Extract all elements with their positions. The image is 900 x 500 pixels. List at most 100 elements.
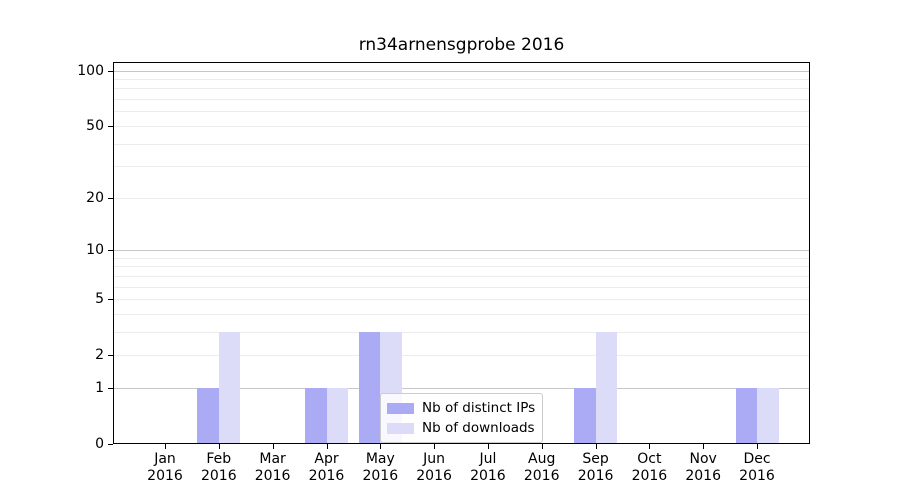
x-tick-year: 2016	[685, 468, 721, 484]
x-tick-year: 2016	[200, 468, 237, 484]
x-tick-label: Jun 2016	[402, 451, 466, 485]
y-tick-mark	[108, 125, 113, 127]
x-tick-year: 2016	[362, 468, 399, 484]
y-tick-mark	[108, 299, 113, 300]
legend-label: Nb of downloads	[422, 420, 535, 436]
x-tick-mark	[326, 444, 328, 449]
x-tick-label: Oct 2016	[617, 451, 681, 485]
bar-downloads-dec	[757, 387, 779, 444]
minor-gridline	[114, 143, 809, 145]
x-tick-mark	[757, 444, 758, 449]
x-tick-month: Mar	[259, 451, 286, 467]
minor-gridline	[114, 99, 809, 101]
x-tick-year: 2016	[147, 468, 183, 484]
minor-gridline	[114, 125, 809, 127]
x-tick-mark	[487, 444, 489, 449]
y-tick-mark	[108, 70, 113, 72]
x-tick-month: Feb	[206, 451, 232, 467]
x-tick-month: Sep	[582, 451, 609, 467]
y-tick-label: 2	[95, 347, 104, 364]
y-tick-label: 20	[86, 189, 104, 206]
x-tick-year: 2016	[631, 468, 668, 484]
x-tick-year: 2016	[308, 468, 345, 484]
x-tick-label: Nov 2016	[671, 451, 735, 485]
y-tick-label: 10	[86, 242, 104, 258]
y-tick-label: 0	[95, 436, 104, 452]
minor-gridline	[114, 197, 809, 199]
minor-gridline	[114, 257, 809, 259]
plot-area-frame	[113, 62, 810, 444]
x-tick-label: Sep 2016	[564, 451, 628, 485]
x-tick-year: 2016	[470, 468, 506, 484]
y-tick-label: 50	[86, 117, 104, 134]
minor-gridline	[114, 313, 809, 315]
x-tick-mark	[165, 444, 166, 449]
minor-gridline	[114, 355, 809, 357]
x-tick-label: Feb 2016	[187, 451, 251, 485]
minor-gridline	[114, 79, 809, 80]
legend-swatch	[387, 402, 414, 414]
legend-swatch	[387, 422, 414, 434]
bar-downloads-apr	[326, 387, 348, 444]
y-tick-mark	[108, 444, 113, 445]
x-tick-month: Apr	[314, 451, 339, 467]
x-tick-month: Oct	[637, 451, 662, 467]
x-tick-month: May	[365, 451, 395, 467]
legend-row: Nb of distinct IPs	[387, 400, 536, 416]
x-tick-label: Jul 2016	[456, 451, 520, 485]
x-tick-label: Jan 2016	[133, 451, 197, 485]
y-tick-mark	[108, 197, 113, 199]
minor-gridline	[114, 286, 809, 288]
minor-gridline	[114, 331, 809, 333]
y-tick-label: 5	[95, 291, 104, 307]
x-tick-month: Jun	[423, 451, 446, 467]
x-tick-mark	[272, 444, 274, 449]
x-tick-month: Aug	[528, 451, 556, 467]
minor-gridline	[114, 111, 809, 113]
x-tick-year: 2016	[416, 468, 452, 484]
legend: Nb of distinct IPs Nb of downloads	[380, 393, 543, 443]
x-tick-year: 2016	[577, 468, 614, 484]
x-tick-month: Nov	[689, 451, 717, 467]
bar-distinct-ips-apr	[305, 387, 327, 444]
bar-downloads-feb	[218, 331, 241, 444]
x-tick-label: Apr 2016	[295, 451, 359, 485]
x-tick-mark	[595, 444, 597, 449]
minor-gridline	[114, 166, 809, 168]
y-tick-mark	[108, 355, 113, 357]
bar-distinct-ips-may	[358, 331, 381, 444]
bar-distinct-ips-feb	[197, 387, 219, 444]
chart-title: rn34arnensgprobe 2016	[358, 35, 565, 55]
x-tick-mark	[541, 444, 543, 449]
x-tick-mark	[218, 444, 220, 449]
x-tick-mark	[380, 444, 382, 449]
legend-row: Nb of downloads	[387, 420, 535, 436]
x-tick-label: Mar 2016	[241, 451, 305, 485]
x-tick-year: 2016	[523, 468, 560, 484]
legend-label: Nb of distinct IPs	[422, 400, 536, 416]
x-tick-label: May 2016	[348, 451, 412, 485]
bar-distinct-ips-sep	[574, 387, 596, 444]
x-tick-label: Dec 2016	[725, 451, 789, 485]
minor-gridline	[114, 266, 809, 268]
x-tick-month: Jan	[154, 451, 176, 467]
major-gridline	[114, 70, 809, 72]
bar-distinct-ips-dec	[735, 387, 757, 444]
x-tick-month: Dec	[743, 451, 771, 467]
y-tick-mark	[108, 250, 113, 251]
x-tick-year: 2016	[739, 468, 775, 484]
x-tick-mark	[649, 444, 651, 449]
y-tick-mark	[108, 387, 113, 389]
x-tick-label: Aug 2016	[510, 451, 574, 485]
x-tick-mark	[434, 444, 436, 449]
x-tick-month: Jul	[479, 451, 497, 467]
bar-downloads-sep	[595, 331, 618, 444]
minor-gridline	[114, 299, 809, 300]
major-gridline	[114, 250, 809, 251]
minor-gridline	[114, 88, 809, 90]
x-tick-mark	[703, 444, 705, 449]
y-tick-label: 100	[77, 62, 104, 79]
y-tick-label: 1	[95, 379, 104, 396]
x-tick-year: 2016	[254, 468, 291, 484]
